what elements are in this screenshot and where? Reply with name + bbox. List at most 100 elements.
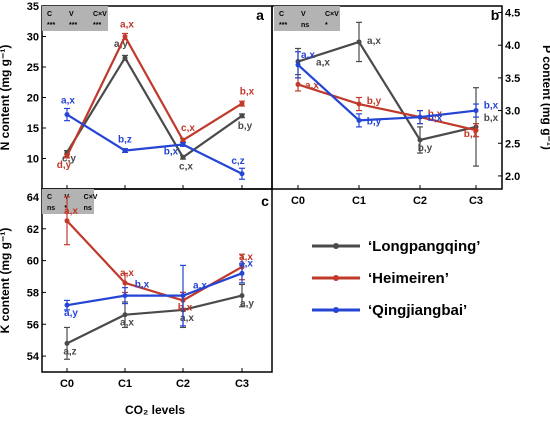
stats-header: V (301, 11, 306, 18)
x-tick-label: C3 (469, 195, 483, 207)
panel-c-potassium-chart: 54 56 58 60 62 64 K content (mg g⁻¹) C0 C1 C2 C3 c C… (0, 188, 273, 390)
legend-marker (333, 275, 339, 281)
significance-label: a,x (239, 258, 253, 269)
significance-label: b,y (367, 96, 382, 107)
significance-label: a,x (239, 252, 253, 263)
stats-value: *** (47, 22, 55, 29)
data-point (239, 101, 245, 107)
significance-label: a,x (180, 313, 194, 324)
significance-label: b,y (238, 121, 253, 132)
significance-label: b,x (484, 101, 499, 112)
data-point (122, 34, 128, 39)
data-point (180, 154, 186, 160)
legend-label: ‘Qingjiangbai’ (368, 302, 467, 319)
y-tick-label: 56 (27, 319, 39, 331)
legend: ‘Longpangqing’ ‘Heimeiren’ ‘Qingjiangbai’ (312, 238, 480, 319)
significance-label: a,x (120, 318, 134, 329)
panel-label: c (261, 193, 269, 209)
stats-value: ns (47, 205, 55, 212)
x-tick-label: C2 (176, 378, 190, 390)
data-point (239, 293, 245, 299)
series-line (66, 220, 243, 302)
data-point (239, 113, 245, 119)
significance-label: c,z (231, 156, 244, 167)
significance-label: a,x (305, 80, 319, 91)
panel-b-phosphorus-chart: 2.0 2.5 3.0 3.5 4.0 4.5 P content (mg g⁻¹) C0 C1… (271, 5, 550, 207)
significance-label: b,x (240, 87, 255, 98)
significance-label: b,y (367, 116, 382, 127)
legend-marker (333, 243, 339, 249)
series-line (66, 294, 243, 345)
legend-label: ‘Heimeiren’ (368, 270, 449, 287)
data-point (356, 117, 362, 123)
significance-label: c,x (179, 161, 193, 172)
data-point (356, 101, 362, 107)
stats-value: ns (301, 22, 309, 29)
stats-value: *** (69, 22, 77, 29)
significance-label: b,x (178, 302, 193, 313)
legend-marker (333, 307, 339, 313)
y-tick-label: 58 (27, 287, 39, 299)
series-line (66, 34, 243, 157)
y-tick-label: 15 (27, 123, 39, 135)
x-tick-label: C1 (118, 378, 132, 390)
significance-label: a,x (193, 281, 207, 292)
significance-label: d,y (57, 160, 72, 171)
y-tick-label: 2.5 (505, 138, 520, 150)
data-point (64, 112, 70, 118)
data-point (356, 39, 362, 45)
significance-label: b,z (118, 135, 132, 146)
x-tick-label: C1 (352, 195, 366, 207)
significance-label: a,x (367, 36, 381, 47)
significance-label: b,x (464, 129, 479, 140)
x-tick-label: C3 (235, 378, 249, 390)
stats-header: C×V (325, 11, 339, 18)
stats-value: * (64, 205, 67, 212)
stats-header: C×V (84, 194, 98, 201)
data-point (239, 171, 245, 177)
significance-label: a,x (61, 96, 75, 107)
significance-label: b,x (428, 113, 443, 124)
data-point (295, 81, 301, 87)
significance-label: b,x (135, 280, 150, 291)
data-point (417, 114, 423, 120)
data-point (64, 153, 70, 159)
data-point (295, 62, 301, 68)
series-line (297, 40, 477, 142)
data-point (122, 312, 128, 318)
significance-label: c,x (181, 123, 195, 134)
x-tick-label: C0 (60, 378, 74, 390)
data-point (180, 137, 186, 143)
significance-label: c,y (62, 153, 76, 164)
y-tick-label: 62 (27, 224, 39, 236)
data-point (180, 141, 186, 147)
significance-label: a,y (240, 299, 254, 310)
panel-label: a (256, 7, 264, 23)
panel-label: b (491, 7, 500, 23)
stats-box (42, 6, 108, 31)
x-axis-title: CO₂ levels (125, 403, 185, 417)
data-point (473, 108, 479, 114)
stats-value: *** (93, 22, 101, 29)
y-tick-label: 25 (27, 62, 39, 74)
y-tick-label: 35 (27, 1, 39, 13)
significance-label: a,y (64, 308, 78, 319)
data-point (64, 218, 70, 224)
significance-label: a,x (316, 58, 330, 69)
stats-value: *** (279, 22, 287, 29)
series-line (66, 113, 243, 175)
y-axis-label: K content (mg g⁻¹) (0, 228, 12, 334)
stats-header: C (47, 11, 52, 18)
stats-value: * (325, 22, 328, 29)
x-tick-label: C2 (413, 195, 427, 207)
stats-value: ns (84, 205, 92, 212)
y-tick-label: 20 (27, 93, 39, 105)
stats-header: C (279, 11, 284, 18)
plot-frame (271, 5, 503, 190)
data-point (122, 280, 128, 286)
series-line (297, 64, 477, 122)
data-point (64, 340, 70, 346)
series-line (66, 272, 243, 307)
y-tick-label: 30 (27, 32, 39, 44)
stats-header: C (47, 194, 52, 201)
